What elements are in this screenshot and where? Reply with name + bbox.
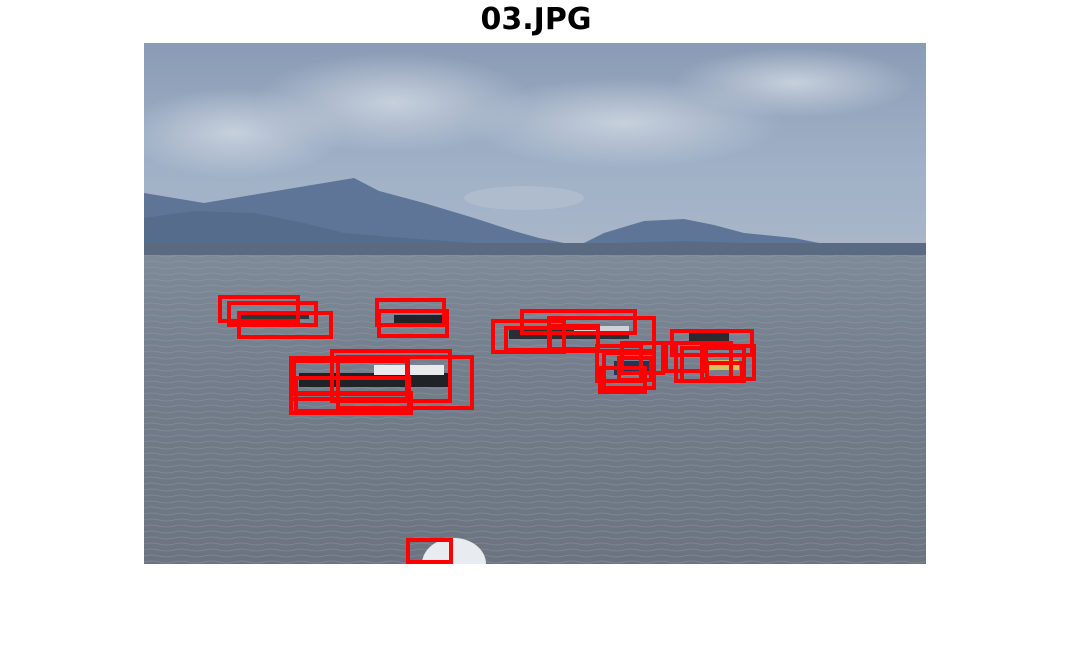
figure-title: 03.JPG: [0, 0, 1072, 40]
lake-photo: [144, 43, 926, 564]
photo-panel: [144, 43, 926, 564]
